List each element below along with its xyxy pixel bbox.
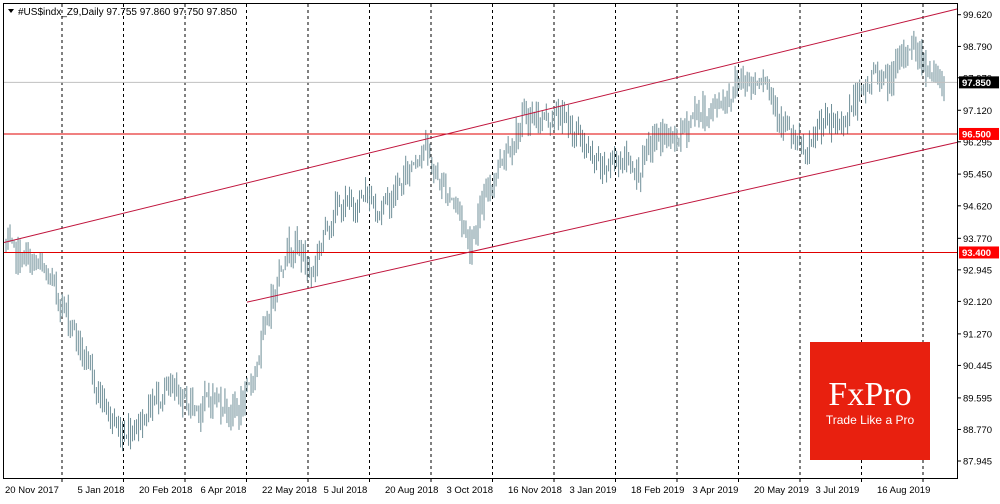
y-tick-label: 89.595 <box>963 393 992 404</box>
x-tick-label: 3 Jan 2019 <box>570 485 617 496</box>
y-tick-label: 87.945 <box>963 456 992 467</box>
x-tick-label: 20 May 2019 <box>754 485 809 496</box>
x-tick-label: 16 Nov 2018 <box>508 485 562 496</box>
channel-lower-line <box>246 141 958 303</box>
y-tick-label: 98.790 <box>963 42 992 53</box>
x-tick-label: 3 Apr 2019 <box>693 485 739 496</box>
x-tick-label: 20 Nov 2017 <box>5 485 59 496</box>
y-tick-label: 90.445 <box>963 361 992 372</box>
channel-upper-line <box>3 8 958 244</box>
x-tick-label: 16 Aug 2019 <box>877 485 930 496</box>
trend-lines <box>3 8 958 303</box>
y-tick-label: 95.450 <box>963 170 992 181</box>
symbol-info: #US$indx_Z9,Daily 97.755 97.860 97.750 9… <box>18 7 237 18</box>
level-label-box <box>959 127 999 140</box>
grid-lines <box>61 4 924 478</box>
current-price-label-box <box>959 76 999 89</box>
x-tick-label: 3 Jul 2019 <box>816 485 860 496</box>
y-tick-label: 97.120 <box>963 106 992 117</box>
brand-logo: FxPro Trade Like a Pro <box>810 342 930 460</box>
x-tick-label: 5 Jan 2018 <box>78 485 125 496</box>
x-tick-label: 20 Feb 2018 <box>139 485 192 496</box>
x-tick-label: 3 Oct 2018 <box>447 485 493 496</box>
y-tick-label: 93.770 <box>963 234 992 245</box>
level-label: 93.400 <box>962 248 991 259</box>
dropdown-triangle-icon[interactable] <box>8 9 14 13</box>
logo-tagline: Trade Like a Pro <box>826 413 915 427</box>
y-tick-label: 94.620 <box>963 201 992 212</box>
x-tick-label: 22 May 2018 <box>262 485 317 496</box>
y-tick-label: 88.770 <box>963 425 992 436</box>
y-axis: 99.62098.79097.97097.12096.29595.45094.6… <box>957 10 999 467</box>
y-tick-label: 99.620 <box>963 10 992 21</box>
price-bars <box>5 30 945 452</box>
x-axis: 20 Nov 2017 5 Jan 2018 20 Feb 2018 6 Apr 20… <box>5 478 930 496</box>
y-tick-label: 91.270 <box>963 329 992 340</box>
logo-brand-text: FxPro <box>828 376 911 413</box>
x-tick-label: 18 Feb 2019 <box>631 485 684 496</box>
level-label: 96.500 <box>962 129 991 140</box>
y-tick-label: 92.945 <box>963 265 992 276</box>
x-tick-label: 5 Jul 2018 <box>324 485 368 496</box>
y-tick-label: 96.295 <box>963 137 992 148</box>
current-price-label: 97.850 <box>962 78 991 89</box>
x-tick-label: 6 Apr 2018 <box>201 485 247 496</box>
level-label-box <box>959 246 999 259</box>
chart-frame <box>3 3 958 479</box>
logo-box <box>810 342 930 460</box>
y-tick-label: 92.120 <box>963 297 992 308</box>
x-tick-label: 20 Aug 2018 <box>385 485 438 496</box>
